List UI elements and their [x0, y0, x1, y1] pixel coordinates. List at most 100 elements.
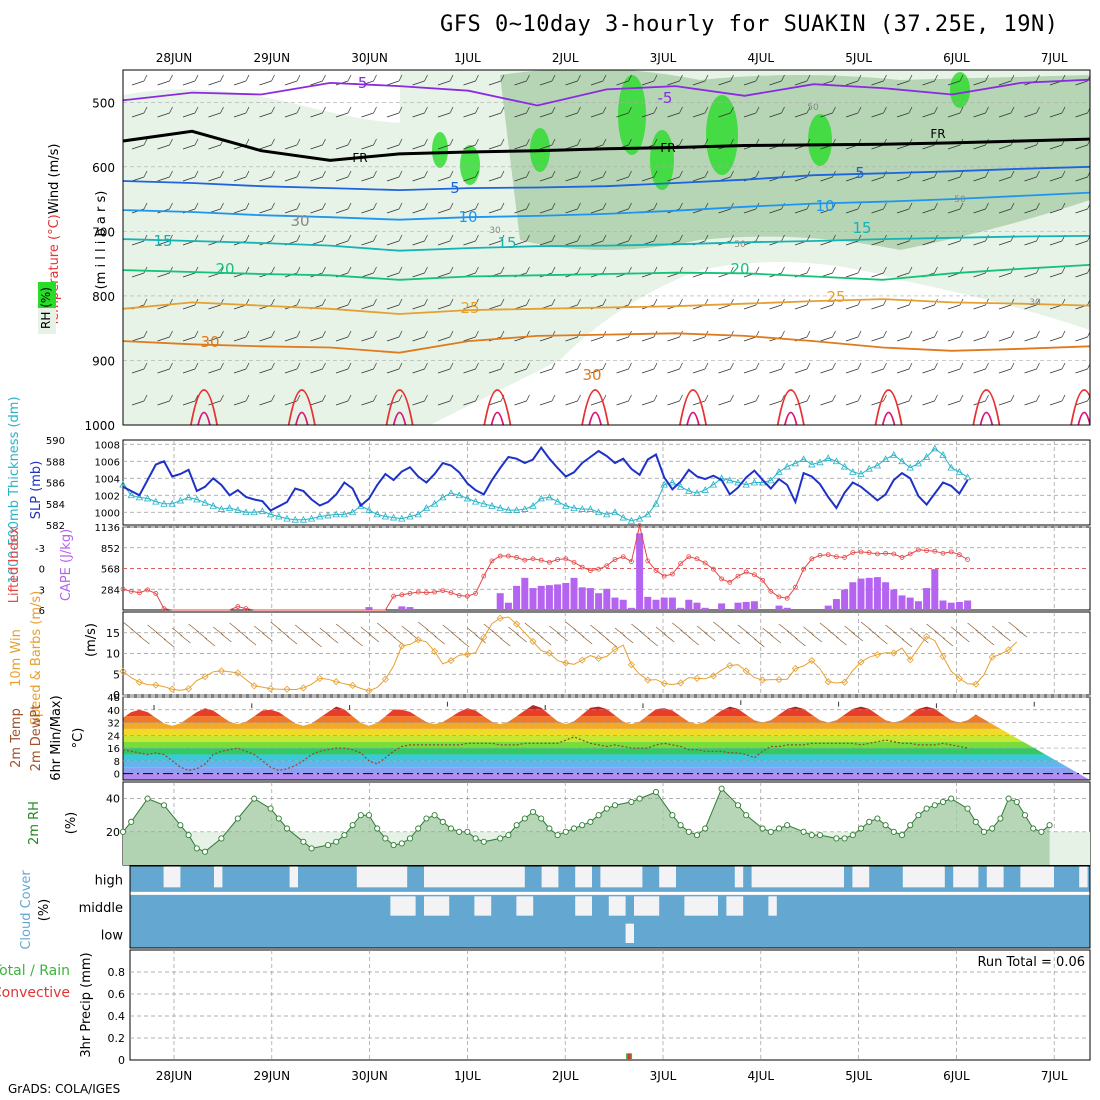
- wind-barb: [412, 208, 425, 214]
- temp-band: [123, 754, 1090, 761]
- wind-barb-flag: [1010, 202, 1015, 210]
- y-axis-label-wind: Speed & Barbs (m/s): [29, 591, 44, 726]
- y-axis-label-pressure: (m i l l i b a r s): [94, 191, 109, 290]
- wind-barb: [514, 80, 527, 86]
- cape-bar: [865, 577, 873, 610]
- wind-barb: [412, 144, 425, 150]
- thickness-point: [922, 453, 931, 460]
- wind-barb-flag: [347, 170, 352, 178]
- wind-barb-flag: [679, 138, 683, 146]
- panel-frame: [122, 69, 1091, 426]
- wind-barb: [514, 368, 527, 374]
- wind-barb: [743, 336, 757, 342]
- wind-barb: [539, 400, 553, 406]
- surface-wind-barb: [770, 634, 782, 644]
- lifted-index-point: [489, 558, 495, 564]
- rh2m-point: [554, 832, 561, 839]
- wind-barb: [182, 272, 196, 278]
- cloud-clear-high: [1079, 866, 1088, 888]
- wind-barb-flag: [883, 394, 887, 402]
- rh2m-point: [333, 838, 340, 845]
- wind-barb: [386, 176, 400, 182]
- wind-barb: [539, 112, 553, 118]
- y-tick-cape: 568: [101, 565, 120, 576]
- wind-barb-flag: [245, 234, 250, 242]
- wind-barb: [386, 240, 400, 246]
- wind-barb: [157, 112, 170, 118]
- surface-wind-barb: [893, 631, 905, 641]
- thickness-point: [824, 454, 832, 461]
- rh2m-point: [693, 832, 701, 839]
- surface-wind-barb: [335, 623, 347, 633]
- wind-barb-flag: [296, 298, 301, 306]
- wind-barb: [1075, 240, 1088, 246]
- wind-barb: [539, 368, 553, 374]
- wind-barb-flag: [322, 74, 326, 82]
- wind-barb-flag: [1010, 170, 1015, 178]
- surface-wind-barb: [1008, 621, 1019, 631]
- wind-barb: [157, 176, 170, 182]
- wind-barb: [973, 400, 986, 406]
- cape-bar: [701, 607, 709, 610]
- wind-barb-flag: [883, 266, 887, 274]
- wind-barb: [284, 144, 298, 150]
- wind-barb-flag: [271, 202, 275, 210]
- surface-wind-barb: [754, 638, 765, 648]
- rh2m-point: [1021, 812, 1029, 819]
- thickness-point: [258, 507, 267, 515]
- precip-convective-bar: [627, 1053, 631, 1060]
- y-axis-label-temp: 2m Temp: [9, 708, 24, 768]
- wind-speed-point: [168, 685, 176, 693]
- wind-barb: [463, 208, 476, 214]
- surface-wind-barb: [614, 627, 626, 637]
- rh2m-point: [119, 828, 127, 835]
- thickness-point: [709, 480, 718, 488]
- wind-barb-flag: [271, 362, 275, 370]
- thickness-point: [193, 495, 201, 503]
- wind-barb: [896, 112, 910, 118]
- surface-wind-barb: [959, 633, 970, 643]
- lifted-index-point: [612, 557, 618, 562]
- cape-bar: [685, 599, 693, 610]
- wind-barb: [871, 304, 884, 310]
- isotherm-label: 15: [497, 234, 516, 252]
- wind-barb: [539, 336, 553, 342]
- wind-barb-flag: [424, 170, 428, 178]
- wind-barb-flag: [908, 74, 913, 82]
- wind-barb: [539, 144, 553, 150]
- wind-barb: [896, 336, 910, 342]
- wind-barb-flag: [1087, 267, 1090, 274]
- rh-legend-swatch: [38, 282, 56, 308]
- thickness-point: [488, 502, 496, 509]
- wind-barb-flag: [424, 330, 428, 338]
- wind-barb-flag: [704, 202, 709, 210]
- thickness-point: [603, 510, 611, 518]
- isotherm--5: [123, 78, 1090, 107]
- thickness-point: [152, 497, 160, 505]
- wind-barb: [488, 80, 502, 86]
- cape-bar: [783, 607, 791, 610]
- wind-speed-line: [122, 616, 1018, 692]
- wind-barb: [361, 112, 374, 118]
- y-axis-label-minmax: 6hr Min/Max): [49, 695, 64, 780]
- wind-barb-flag: [526, 362, 530, 370]
- lifted-index-point: [538, 557, 544, 563]
- thickness-point: [734, 478, 742, 486]
- rh2m-point: [144, 795, 151, 802]
- wind-barb-flag: [730, 394, 734, 402]
- wind-barb: [259, 80, 272, 86]
- y-tick-pressure: 700: [92, 225, 115, 239]
- surface-wind-barb: [934, 630, 946, 640]
- wind-speed-point: [496, 614, 504, 622]
- surface-wind-barb: [565, 621, 577, 631]
- x-tick-bottom: 4JUL: [747, 1069, 774, 1083]
- wind-barb: [310, 336, 323, 342]
- lifted-index-point: [645, 558, 651, 564]
- cape-bar: [545, 585, 553, 610]
- rh2m-point: [1046, 822, 1053, 829]
- lifted-index-point: [711, 566, 716, 572]
- wind-barb-flag: [653, 234, 658, 242]
- wind-barb: [794, 304, 808, 310]
- thickness-point: [693, 489, 701, 497]
- wind-barb: [871, 176, 884, 182]
